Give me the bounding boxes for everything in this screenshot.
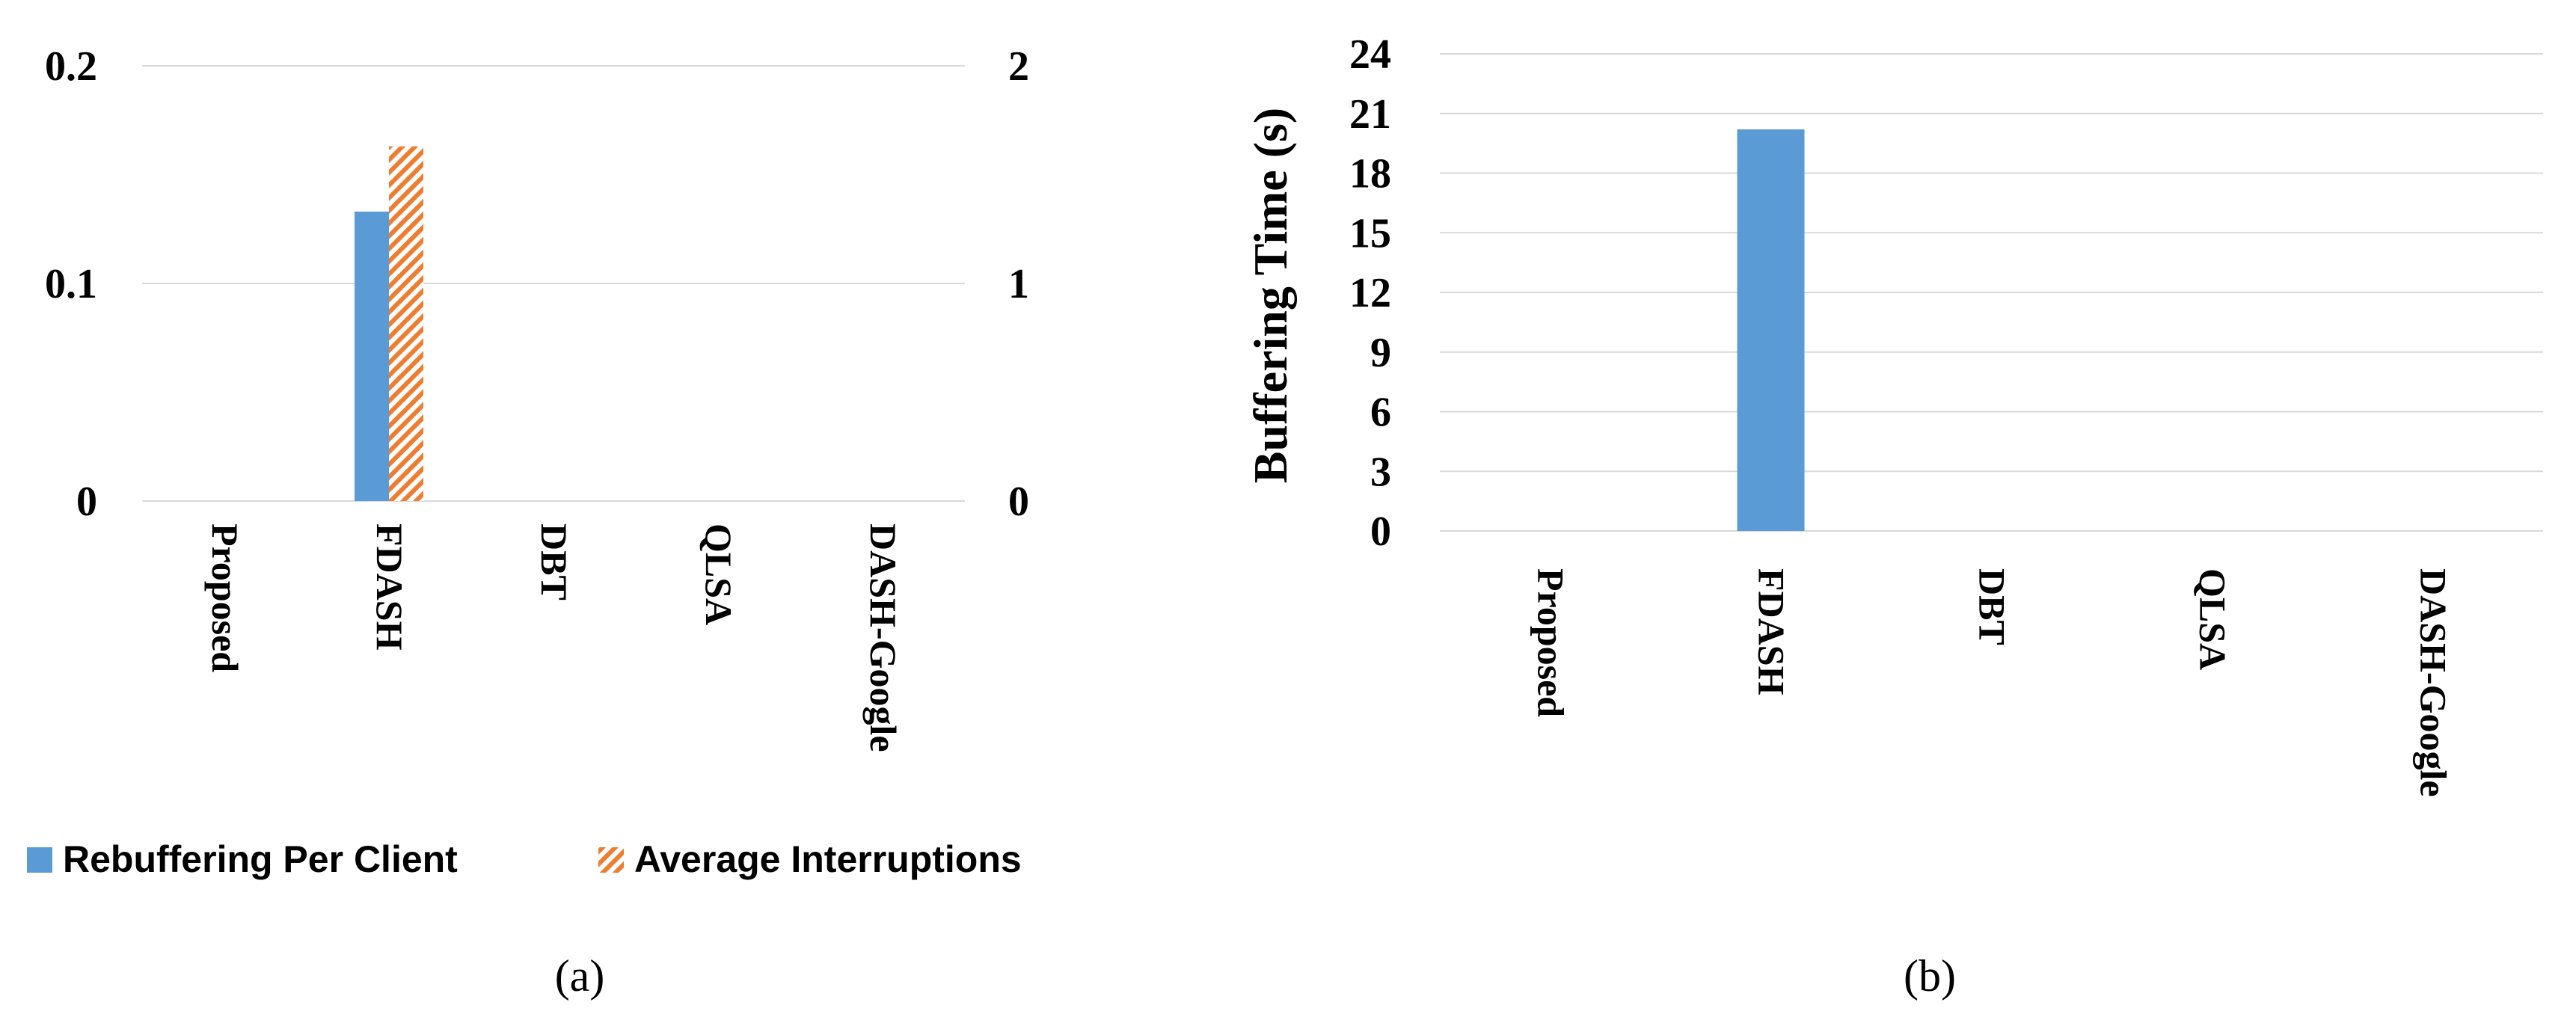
panel-label-a: (a): [555, 951, 605, 1001]
category-label-dbt: DBT: [1972, 568, 2014, 645]
y-tick-label: 15: [1349, 210, 1391, 256]
y-tick-label: 12: [1349, 270, 1391, 316]
chart-a-right-axis-ticks: 0 1 2: [1008, 43, 1029, 525]
legend-label-interruptions: Average Interruptions: [634, 838, 1022, 880]
y-tick-label: 6: [1370, 390, 1391, 436]
category-label-proposed: Proposed: [1530, 568, 1572, 717]
chart-b: 0 3 6 9 12 15 18 21 24 Proposed FDASH DBT QLSA DASH-…: [1244, 31, 2543, 1001]
chart-a-category-labels: Proposed FDASH DBT QLSA DASH-Google: [204, 523, 904, 752]
category-label-dash-google: DASH-Google: [2413, 568, 2455, 797]
chart-a-left-axis-ticks: 0 0.1 0.2: [45, 43, 97, 525]
panel-label-b: (b): [1904, 951, 1956, 1001]
bar-rebuffering-per-client-fdash: [355, 211, 389, 501]
bar-fdash: [1737, 129, 1805, 531]
y-tick-label: 18: [1349, 151, 1391, 197]
chart-a-gridlines: [142, 65, 965, 502]
y-tick-label: 3: [1370, 449, 1391, 495]
category-label-dbt: DBT: [533, 523, 575, 600]
y-tick-label: 9: [1370, 330, 1391, 376]
chart-b-bars: [1737, 129, 1805, 531]
left-tick-label: 0.1: [45, 261, 97, 307]
right-tick-label: 0: [1008, 479, 1029, 525]
category-label-fdash: FDASH: [369, 523, 411, 651]
y-tick-label: 21: [1349, 91, 1391, 138]
left-tick-label: 0.2: [45, 43, 97, 90]
category-label-qlsa: QLSA: [698, 523, 740, 625]
category-label-fdash: FDASH: [1751, 568, 1793, 695]
left-tick-label: 0: [76, 479, 97, 525]
legend-label-rebuffering: Rebuffering Per Client: [63, 838, 458, 880]
chart-b-y-axis-label: Buffering Time (s): [1244, 108, 1297, 484]
y-tick-label: 24: [1349, 31, 1391, 78]
chart-a-bars: [355, 146, 423, 502]
right-tick-label: 1: [1008, 261, 1029, 307]
chart-a-legend: Rebuffering Per Client Average Interrupt…: [27, 838, 1022, 880]
bar-average-interruptions-fdash: [389, 146, 423, 502]
y-tick-label: 0: [1370, 509, 1391, 555]
legend-swatch-interruptions: [598, 847, 624, 873]
category-label-proposed: Proposed: [204, 523, 246, 672]
chart-b-gridlines: [1440, 53, 2543, 532]
chart-b-category-labels: Proposed FDASH DBT QLSA DASH-Google: [1530, 568, 2455, 797]
legend-swatch-rebuffering: [27, 847, 52, 873]
chart-a: 0 0.1 0.2 0 1 2 Proposed FDASH DBT QLSA DASH-Goo…: [27, 43, 1029, 1001]
category-label-dash-google: DASH-Google: [862, 523, 904, 752]
right-tick-label: 2: [1008, 43, 1029, 90]
category-label-qlsa: QLSA: [2192, 568, 2234, 670]
chart-b-y-axis-ticks: 0 3 6 9 12 15 18 21 24: [1349, 31, 1391, 555]
